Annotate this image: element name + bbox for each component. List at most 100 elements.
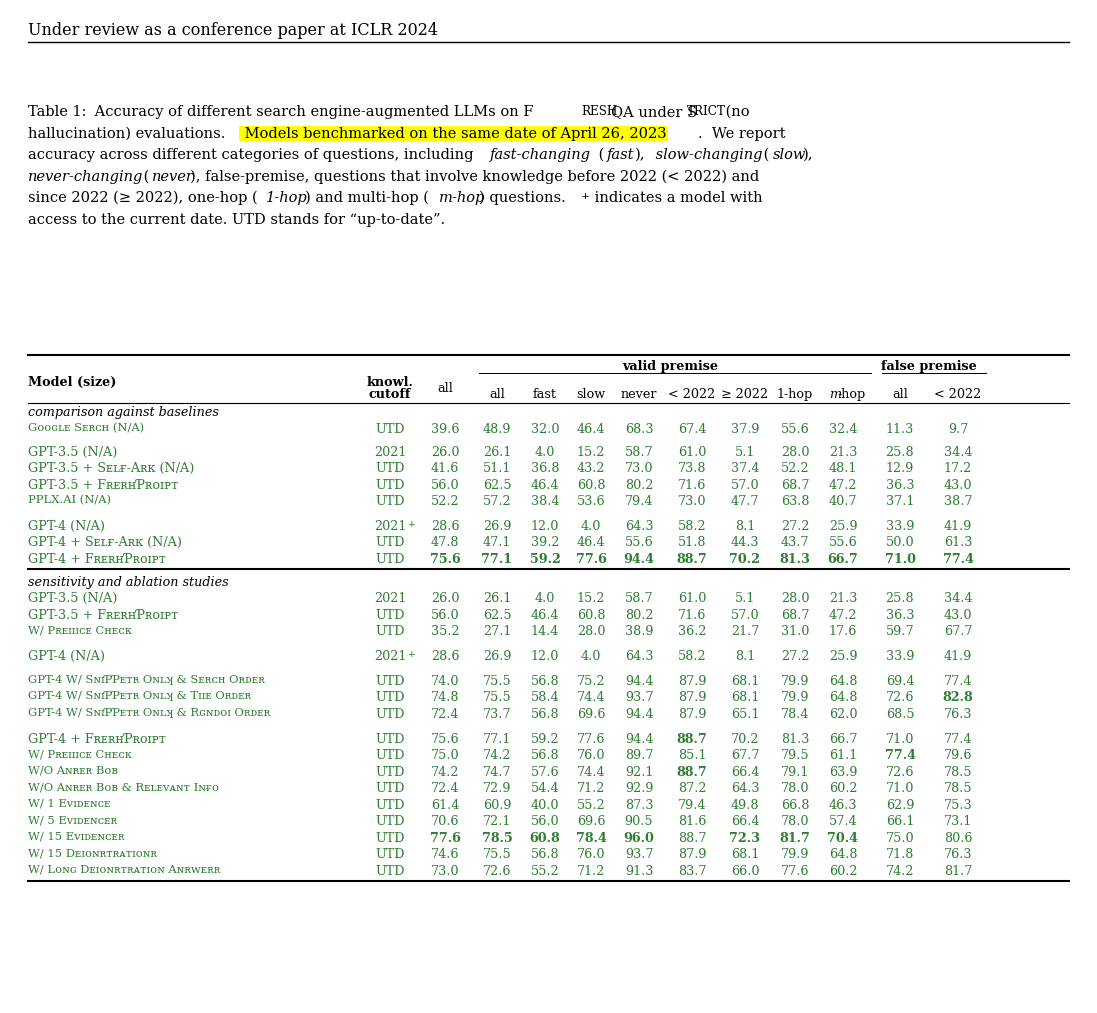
- Text: 87.9: 87.9: [678, 675, 706, 688]
- Text: 40.0: 40.0: [531, 798, 559, 811]
- Text: 77.4: 77.4: [943, 675, 972, 688]
- Text: UTD: UTD: [375, 782, 405, 795]
- Text: 76.3: 76.3: [943, 708, 972, 721]
- Text: UTD: UTD: [375, 815, 405, 829]
- Text: Accuracy of different search engine-augmented LLMs on F: Accuracy of different search engine-augm…: [90, 105, 533, 119]
- Text: 87.9: 87.9: [678, 692, 706, 704]
- Text: TRICT: TRICT: [687, 105, 726, 118]
- Text: W/O Aɴʀᴇʀ Bᴏʙ & Rᴇʟᴇᴠᴀɴᴛ Iɴғᴏ: W/O Aɴʀᴇʀ Bᴏʙ & Rᴇʟᴇᴠᴀɴᴛ Iɴғᴏ: [29, 782, 219, 792]
- Text: 73.0: 73.0: [678, 495, 706, 509]
- Text: ) and multi-hop (: ) and multi-hop (: [305, 191, 429, 206]
- Text: 72.6: 72.6: [483, 865, 511, 877]
- Text: 58.4: 58.4: [531, 692, 559, 704]
- Text: 1-hop: 1-hop: [777, 388, 813, 401]
- Text: 26.9: 26.9: [483, 650, 511, 664]
- Text: 12.9: 12.9: [885, 462, 914, 475]
- Text: 47.2: 47.2: [828, 478, 857, 491]
- Text: 55.6: 55.6: [781, 422, 810, 436]
- Text: 37.4: 37.4: [731, 462, 759, 475]
- Text: 66.4: 66.4: [731, 815, 759, 829]
- Text: 26.0: 26.0: [431, 593, 460, 606]
- Text: 72.6: 72.6: [885, 766, 914, 779]
- Text: 21.3: 21.3: [829, 593, 857, 606]
- Text: 56.0: 56.0: [431, 609, 460, 622]
- Text: 71.0: 71.0: [885, 732, 914, 746]
- Text: GPT-4 W/ SɴɪƤƤᴇᴛʀ Oɴʟʞ & Rɢɴᴅᴏɪ Oʀᴅᴇʀ: GPT-4 W/ SɴɪƤƤᴇᴛʀ Oɴʟʞ & Rɢɴᴅᴏɪ Oʀᴅᴇʀ: [29, 708, 270, 718]
- Text: 32.0: 32.0: [531, 422, 559, 436]
- Text: 70.6: 70.6: [431, 815, 460, 829]
- Text: 59.2: 59.2: [530, 553, 561, 566]
- Text: m: m: [829, 388, 841, 401]
- Text: 88.7: 88.7: [677, 732, 708, 746]
- Text: UTD: UTD: [375, 732, 405, 746]
- Text: GPT-3.5 + FʀᴇʀʜƤʀᴏɪᴘᴛ: GPT-3.5 + FʀᴇʀʜƤʀᴏɪᴘᴛ: [29, 478, 178, 491]
- Text: UTD: UTD: [375, 675, 405, 688]
- Text: 12.0: 12.0: [531, 520, 559, 533]
- Text: 76.0: 76.0: [577, 848, 606, 861]
- Text: since 2022 (≥ 2022), one-hop (: since 2022 (≥ 2022), one-hop (: [29, 191, 258, 206]
- Text: 28.0: 28.0: [577, 625, 606, 638]
- Text: 74.2: 74.2: [483, 750, 511, 762]
- Text: 36.3: 36.3: [885, 609, 914, 622]
- Text: UTD: UTD: [375, 848, 405, 861]
- Text: 27.2: 27.2: [781, 650, 810, 664]
- Text: 41.9: 41.9: [943, 520, 972, 533]
- Text: 46.3: 46.3: [828, 798, 857, 811]
- Text: 26.1: 26.1: [483, 446, 511, 459]
- Text: 88.7: 88.7: [677, 766, 708, 779]
- Text: 59.7: 59.7: [885, 625, 914, 638]
- Text: 8.1: 8.1: [735, 650, 755, 664]
- Text: Model (size): Model (size): [29, 376, 116, 389]
- Text: UTD: UTD: [375, 766, 405, 779]
- Text: 53.6: 53.6: [577, 495, 606, 509]
- Text: 71.6: 71.6: [678, 609, 706, 622]
- Text: 47.1: 47.1: [483, 536, 511, 549]
- Text: 62.5: 62.5: [483, 609, 511, 622]
- Text: 73.0: 73.0: [431, 865, 460, 877]
- Text: 79.9: 79.9: [781, 848, 810, 861]
- Text: 70.2: 70.2: [730, 553, 760, 566]
- Text: 43.0: 43.0: [943, 609, 972, 622]
- Text: 77.4: 77.4: [943, 732, 972, 746]
- Text: 15.2: 15.2: [577, 593, 606, 606]
- Text: (no: (no: [721, 105, 749, 119]
- Text: 72.6: 72.6: [885, 692, 914, 704]
- Text: UTD: UTD: [375, 832, 405, 845]
- Text: 69.6: 69.6: [577, 708, 606, 721]
- Text: 72.9: 72.9: [483, 782, 511, 795]
- Text: UTD: UTD: [375, 750, 405, 762]
- Text: 85.1: 85.1: [678, 750, 706, 762]
- Text: +: +: [581, 192, 590, 201]
- Text: 77.4: 77.4: [942, 553, 973, 566]
- Text: 26.1: 26.1: [483, 593, 511, 606]
- Text: 74.2: 74.2: [885, 865, 914, 877]
- Text: UTD: UTD: [375, 422, 405, 436]
- Text: UTD: UTD: [375, 692, 405, 704]
- Text: < 2022: < 2022: [668, 388, 715, 401]
- Text: 47.8: 47.8: [431, 536, 460, 549]
- Text: W/ 5 Eᴠɪᴅᴇɴᴄᴇʀ: W/ 5 Eᴠɪᴅᴇɴᴄᴇʀ: [29, 815, 117, 826]
- Text: 74.6: 74.6: [431, 848, 460, 861]
- Text: 94.4: 94.4: [625, 732, 653, 746]
- Text: 91.3: 91.3: [625, 865, 653, 877]
- Text: 4.0: 4.0: [580, 650, 601, 664]
- Text: 63.8: 63.8: [781, 495, 810, 509]
- Text: 8.1: 8.1: [735, 520, 755, 533]
- Text: 74.8: 74.8: [431, 692, 460, 704]
- Text: UTD: UTD: [375, 609, 405, 622]
- Text: 61.0: 61.0: [678, 446, 706, 459]
- Text: 28.0: 28.0: [781, 593, 810, 606]
- Text: 75.5: 75.5: [483, 848, 511, 861]
- Text: ),: ),: [635, 148, 645, 162]
- Text: 81.3: 81.3: [780, 553, 811, 566]
- Text: 43.0: 43.0: [943, 478, 972, 491]
- Text: 59.2: 59.2: [531, 732, 559, 746]
- Text: +: +: [408, 650, 416, 659]
- Text: 52.2: 52.2: [431, 495, 460, 509]
- Text: 69.4: 69.4: [885, 675, 914, 688]
- Text: 46.4: 46.4: [531, 478, 559, 491]
- Text: 58.2: 58.2: [678, 650, 706, 664]
- Text: 2021: 2021: [374, 593, 406, 606]
- Text: 66.7: 66.7: [827, 553, 858, 566]
- Text: 55.2: 55.2: [531, 865, 559, 877]
